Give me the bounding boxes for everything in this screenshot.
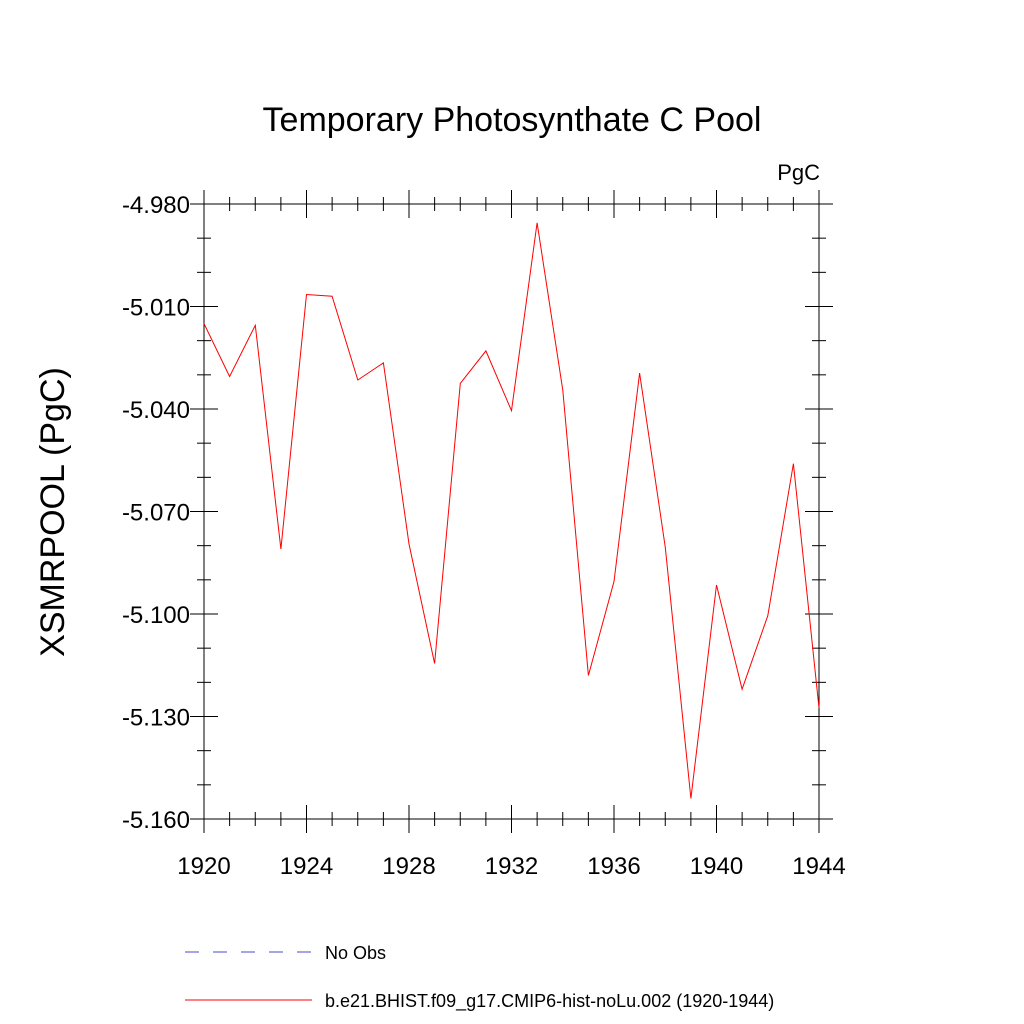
y-tick-label: -5.070 (122, 500, 190, 527)
x-tick-label: 1932 (485, 853, 538, 880)
y-tick-label: -5.100 (122, 602, 190, 629)
axis-ticks (190, 190, 833, 833)
x-tick-label: 1920 (177, 853, 230, 880)
x-tick-label: 1940 (690, 853, 743, 880)
legend-label: b.e21.BHIST.f09_g17.CMIP6-hist-noLu.002 … (325, 991, 774, 1012)
x-tick-label: 1944 (792, 853, 845, 880)
y-tick-label: -5.130 (122, 705, 190, 732)
axis-tick-labels: 1920 1924 1928 1932 1936 1940 1944 -4.980 -5.010… (122, 192, 846, 880)
series-line (203, 222, 820, 799)
legend: No Obs b.e21.BHIST.f09_g17.CMIP6-hist-noL… (185, 943, 774, 1012)
y-tick-label: -5.010 (122, 295, 190, 322)
x-tick-label: 1936 (587, 853, 640, 880)
y-axis-label: XSMRPOOL (PgC) (34, 367, 72, 657)
x-tick-label: 1924 (280, 853, 333, 880)
legend-label: No Obs (325, 943, 386, 963)
chart-title: Temporary Photosynthate C Pool (263, 101, 762, 139)
y-tick-label: -5.160 (122, 807, 190, 834)
units-label: PgC (777, 160, 820, 185)
x-tick-label: 1928 (382, 853, 435, 880)
y-tick-label: -5.040 (122, 397, 190, 424)
series-layer (203, 222, 820, 799)
y-tick-label: -4.980 (122, 192, 190, 219)
plot-frame (203, 203, 820, 820)
